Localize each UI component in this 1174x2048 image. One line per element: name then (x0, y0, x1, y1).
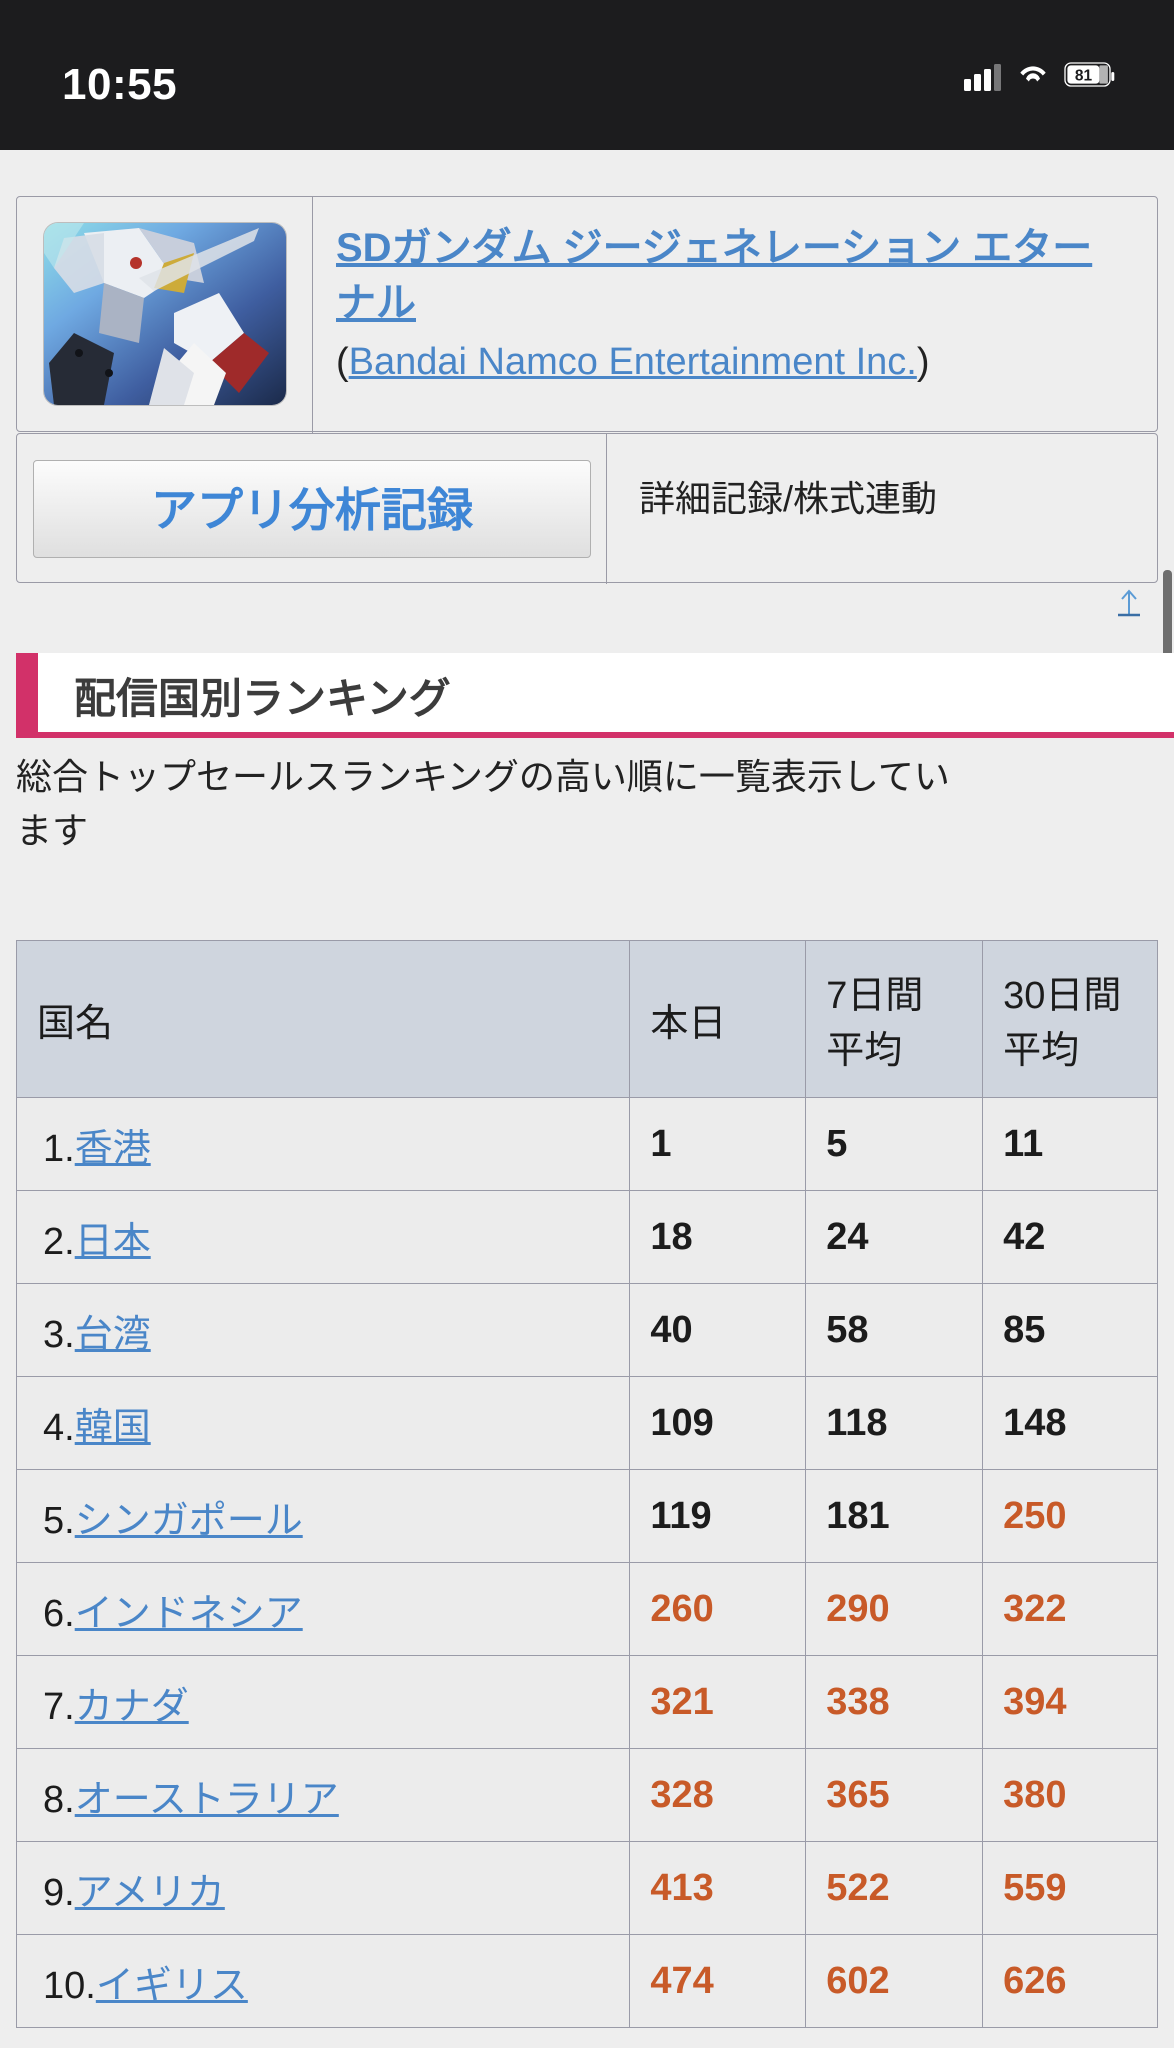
svg-text:81: 81 (1075, 68, 1093, 85)
